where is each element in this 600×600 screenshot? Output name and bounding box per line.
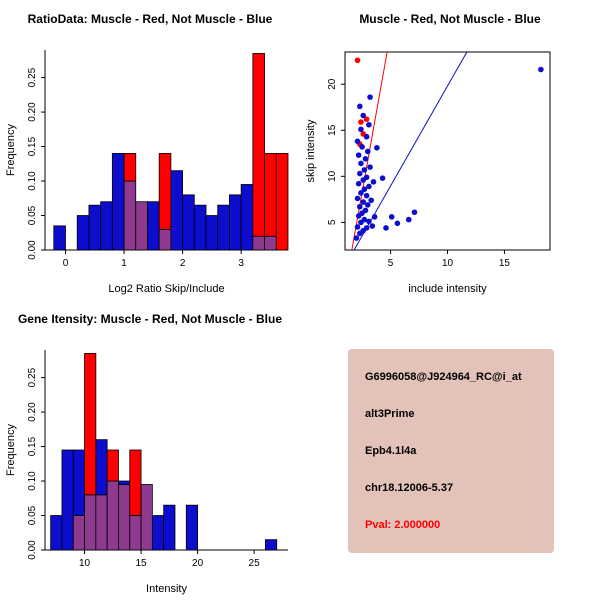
x-axis-label: include intensity — [408, 283, 487, 295]
tick-labels: 0 1 2 3 0.00 0.05 0.10 0.15 0.20 0.25 Log2 Ratio S… — [5, 67, 244, 295]
svg-text:0.25: 0.25 — [27, 67, 38, 87]
svg-text:0.20: 0.20 — [27, 402, 38, 422]
histogram-bars — [50, 353, 278, 551]
svg-text:0.20: 0.20 — [27, 102, 38, 122]
svg-text:0: 0 — [63, 258, 69, 269]
axes — [341, 51, 551, 254]
tick-labels: 5 10 15 5 10 15 20 include intensity skip intens… — [305, 78, 510, 295]
svg-text:20: 20 — [327, 78, 338, 90]
gene-histogram-title: Gene Itensity: Muscle - Red, Not Muscle … — [17, 312, 283, 326]
ratio-histogram-title: RatioData: Muscle - Red, Not Muscle - Bl… — [27, 12, 273, 26]
svg-text:10: 10 — [327, 170, 338, 182]
svg-text:3: 3 — [238, 258, 244, 269]
svg-text:0.00: 0.00 — [27, 540, 38, 560]
svg-text:0.15: 0.15 — [27, 436, 38, 456]
svg-text:0.15: 0.15 — [27, 136, 38, 156]
genomic-location-text: chr18.12006-5.37 — [365, 482, 454, 494]
ratio-histogram-chart: 0 1 2 3 0.00 0.05 0.10 0.15 0.20 0.25 Log2 Ratio S… — [5, 50, 289, 295]
y-axis-label: Frequency — [5, 424, 17, 476]
svg-text:25: 25 — [249, 558, 261, 569]
svg-text:15: 15 — [499, 258, 511, 269]
svg-text:15: 15 — [327, 124, 338, 136]
svg-text:0.05: 0.05 — [27, 505, 38, 525]
svg-text:15: 15 — [136, 558, 148, 569]
probe-id-text: G6996058@J924964_RC@i_at — [365, 371, 522, 383]
svg-text:0.25: 0.25 — [27, 367, 38, 387]
svg-text:20: 20 — [192, 558, 204, 569]
splice-type-text: alt3Prime — [365, 408, 415, 420]
svg-text:1: 1 — [121, 258, 127, 269]
panel-gene-histogram: Gene Itensity: Muscle - Red, Not Muscle … — [0, 300, 300, 600]
panel-gene-info: G6996058@J924964_RC@i_at alt3Prime Epb4.… — [300, 300, 600, 600]
intensity-scatter-chart: 5 10 15 5 10 15 20 include intensity skip intens… — [305, 51, 551, 295]
svg-text:2: 2 — [180, 258, 186, 269]
scatter-title: Muscle - Red, Not Muscle - Blue — [359, 12, 541, 26]
gene-symbol-text: Epb4.1l4a — [365, 445, 417, 457]
svg-text:10: 10 — [442, 258, 454, 269]
svg-text:5: 5 — [388, 258, 394, 269]
gene-histogram-chart: 10 15 20 25 0.00 0.05 0.10 0.15 0.20 0.25 Intensit… — [5, 350, 288, 595]
svg-text:10: 10 — [79, 558, 91, 569]
svg-text:0.10: 0.10 — [27, 171, 38, 191]
svg-text:0.05: 0.05 — [27, 205, 38, 225]
y-axis-label: skip intensity — [305, 119, 317, 182]
pval-text: Pval: 2.000000 — [365, 519, 441, 531]
svg-text:5: 5 — [327, 219, 338, 225]
x-axis-label: Intensity — [146, 583, 187, 595]
gene-info-box: G6996058@J924964_RC@i_at alt3Prime Epb4.… — [348, 349, 554, 553]
points-red — [354, 57, 370, 147]
y-axis-label: Frequency — [5, 124, 17, 176]
points-blue — [353, 66, 544, 241]
svg-text:0.10: 0.10 — [27, 471, 38, 491]
panel-ratio-histogram: RatioData: Muscle - Red, Not Muscle - Bl… — [0, 0, 300, 300]
panel-intensity-scatter: Muscle - Red, Not Muscle - Blue 5 10 15 5 10… — [300, 0, 600, 300]
tick-labels: 10 15 20 25 0.00 0.05 0.10 0.15 0.20 0.25 Intensit… — [5, 367, 260, 595]
x-axis-label: Log2 Ratio Skip/Include — [108, 283, 224, 295]
histogram-bars — [53, 53, 289, 251]
svg-text:0.00: 0.00 — [27, 240, 38, 260]
